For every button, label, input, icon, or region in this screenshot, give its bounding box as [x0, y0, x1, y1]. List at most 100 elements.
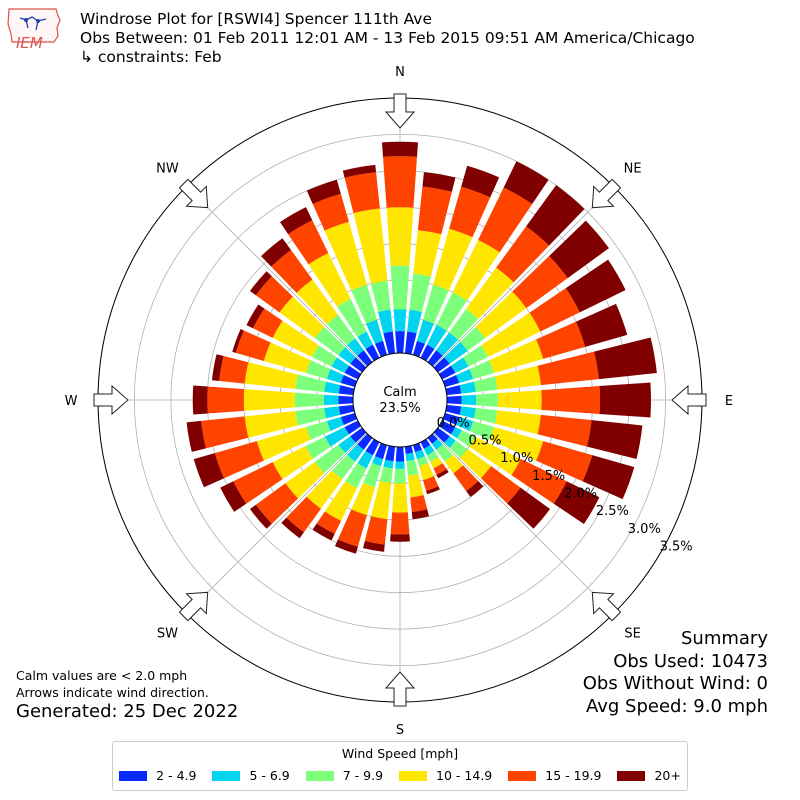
sector-bar-segment	[371, 280, 391, 312]
sector-bar-segment	[344, 365, 362, 380]
sector-bar-segment	[459, 381, 476, 394]
grid-spoke	[186, 186, 401, 401]
legend-item: 15 - 19.9	[508, 768, 601, 783]
sector-bar-segment	[374, 340, 388, 358]
sector-bar-segment	[323, 394, 339, 406]
direction-arrows	[93, 93, 707, 707]
sector-bar-segment	[351, 284, 378, 324]
sector-bar-segment	[326, 314, 356, 346]
direction-label: E	[725, 394, 733, 409]
direction-label: SW	[157, 627, 178, 642]
direction-arrow-icon	[178, 178, 209, 209]
sector-bar-segment	[220, 481, 247, 512]
sector-bar-segment	[378, 309, 393, 334]
sector-bar-segment	[331, 357, 349, 374]
sector-bar-segment	[347, 338, 364, 356]
sector-bar-segment	[431, 439, 443, 450]
sector-bar-segment	[411, 509, 429, 520]
radial-tick-labels: 0.0% 0.5% 1.0% 1.5% 2.0% 2.5% 3.0% 3.5%	[437, 416, 693, 555]
sector-bar-segment	[594, 337, 657, 380]
sector-bar-segment	[444, 342, 468, 364]
grid-spoke	[399, 186, 614, 401]
legend-label: 2 - 4.9	[156, 768, 197, 783]
legend-label: 7 - 9.9	[342, 768, 384, 783]
sector-bar-segment	[386, 207, 414, 266]
sector-bar-segment	[469, 420, 495, 440]
sector-bar-segment	[451, 357, 469, 374]
windrose-chart: Calm 23.5% 0.0% 0.5% 1.0% 1.5% 2.0% 2.5% 3.0% 3…	[65, 65, 734, 738]
sector-bar-segment	[549, 220, 609, 279]
sector-bar-segment	[390, 534, 410, 542]
sector-bar-segment	[495, 410, 541, 435]
sector-bar-segment	[436, 292, 468, 331]
sector-bar-segment	[279, 296, 325, 339]
sector-bar-segment	[495, 365, 541, 390]
grid-spoke	[399, 399, 614, 614]
sector-bar-segment	[416, 319, 434, 344]
sector-bar-segment	[345, 463, 367, 489]
sector-bar-segment	[201, 416, 249, 449]
sector-bar-segment	[357, 451, 374, 469]
sector-bar-segment	[249, 504, 272, 529]
notes-block: Calm values are < 2.0 mph Arrows indicat…	[16, 667, 238, 723]
direction-label: W	[65, 394, 78, 409]
sector-bar-segment	[337, 509, 367, 547]
iowa-state-outline-icon: IEM	[7, 8, 61, 52]
sector-bar-segment	[382, 156, 418, 208]
sector-bar-segment	[353, 208, 388, 284]
sector-bar-segment	[445, 404, 462, 415]
sector-bar-segment	[489, 427, 544, 461]
sector-bar-segment	[576, 303, 628, 347]
sector-bar-segment	[379, 466, 393, 483]
sector-bar-segment	[285, 461, 325, 499]
sector-bar-segment	[420, 344, 435, 362]
sector-bar-segment	[331, 454, 356, 480]
sector-bar-segment	[446, 395, 462, 405]
sector-bar-segment	[449, 440, 468, 458]
sector-bar-segment	[366, 319, 384, 344]
sector-bar-segment	[324, 481, 358, 521]
direction-arrow-icon	[93, 384, 129, 416]
sector-bar-segment	[475, 291, 527, 339]
sector-bar-segment	[407, 309, 422, 334]
sector-bar-segment	[337, 298, 367, 337]
sector-bar-segment	[422, 284, 449, 324]
sector-bar-segment	[243, 389, 295, 411]
sector-bar-segment	[235, 330, 271, 361]
sector-bar-segment	[449, 186, 491, 238]
sector-bar-segment	[394, 468, 406, 484]
sector-bar-segment	[249, 271, 272, 296]
sector-bar-segment	[473, 407, 498, 424]
sector-bar-segment	[314, 444, 346, 474]
sector-bar-segment	[246, 304, 265, 329]
legend-items: 2 - 4.9 5 - 6.9 7 - 9.9 10 - 14.9 15 - 19.9 2…	[113, 768, 687, 783]
sector-bar-segment	[365, 344, 380, 362]
radial-tick-label: 3.5%	[660, 539, 693, 554]
sector-bar-segment	[272, 320, 319, 358]
sector-bar-segment	[422, 172, 456, 192]
sector-bar-segment	[496, 226, 550, 283]
sector-bar-segment	[255, 276, 293, 313]
sector-bar-segment	[599, 382, 651, 418]
sector-bar-segment	[412, 442, 423, 453]
direction-label: NE	[624, 161, 642, 176]
radial-tick-label: 1.5%	[532, 469, 565, 484]
legend-swatch	[617, 770, 646, 781]
sector-bar-segment	[409, 273, 431, 312]
direction-arrow-icon	[591, 591, 622, 622]
sector-bar-segment	[410, 495, 428, 512]
sector-bar-segment	[407, 473, 424, 498]
sector-bar-segment	[449, 308, 479, 340]
sector-bar-segment	[433, 357, 450, 373]
sector-bar-segment	[444, 454, 464, 474]
sector-bar-segment	[390, 512, 410, 535]
radial-tick-label: 2.0%	[564, 486, 597, 501]
sector-bar-segment	[347, 444, 364, 462]
sector-bar-segment	[438, 365, 456, 380]
sector-bar-segment	[503, 161, 549, 204]
sector-bar-segment	[374, 442, 388, 460]
sector-bar-segment	[324, 221, 367, 291]
sector-bar-segment	[412, 340, 426, 358]
calm-label: Calm	[383, 385, 416, 400]
sector-bar-segment	[340, 412, 358, 426]
